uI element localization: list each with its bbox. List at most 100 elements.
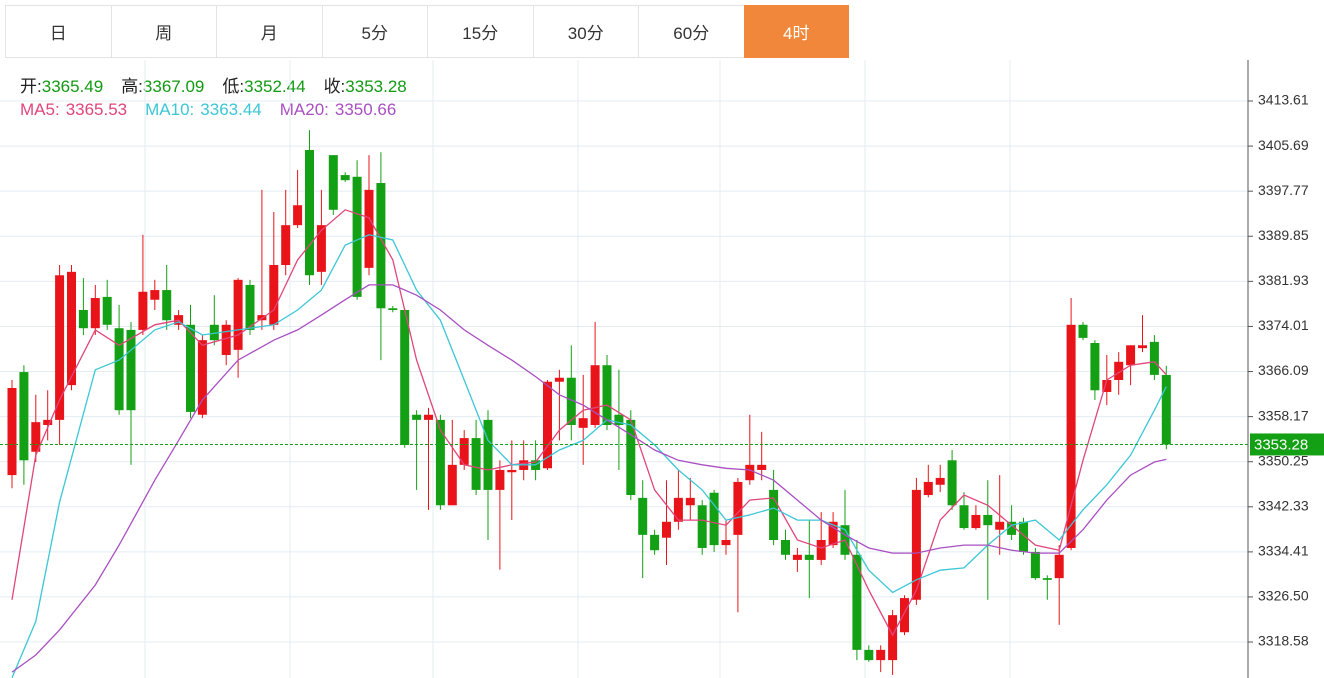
y-tick-label: 3350.25 <box>1258 452 1309 468</box>
candle-body <box>959 505 969 529</box>
candle-body <box>1114 361 1124 381</box>
candle-body <box>792 554 802 560</box>
candle-body <box>995 521 1005 530</box>
candle-body <box>1042 578 1052 580</box>
candle-body <box>495 469 505 490</box>
candle-body <box>852 554 862 650</box>
period-tab[interactable]: 周 <box>110 5 216 58</box>
candle-body <box>447 464 457 506</box>
period-tab[interactable]: 15分 <box>427 5 533 58</box>
candle-body <box>1126 345 1136 366</box>
candle-body <box>935 477 945 485</box>
candle-body <box>19 372 29 461</box>
y-tick-label: 3318.58 <box>1258 633 1309 649</box>
candle-body <box>400 309 410 445</box>
candle-body <box>150 290 160 300</box>
candle-body <box>269 265 279 325</box>
candle-body <box>900 598 909 633</box>
period-tab[interactable]: 30分 <box>532 5 638 58</box>
summary-label: 低: <box>222 77 245 96</box>
candle-body <box>55 275 65 420</box>
candle-body <box>90 298 100 329</box>
candle-body <box>1149 341 1159 375</box>
candle-body <box>745 464 755 481</box>
period-tab[interactable]: 月 <box>216 5 322 58</box>
legend-item: MA5: 3365.53 <box>20 100 127 119</box>
candle-body <box>733 481 743 535</box>
legend-name: MA5: <box>20 100 60 119</box>
candle-body <box>614 414 624 425</box>
ma-line <box>11 284 1167 673</box>
y-tick-label: 3342.33 <box>1258 498 1309 514</box>
candle-body <box>162 290 172 321</box>
candle-body <box>114 328 124 411</box>
candle-body <box>316 225 326 272</box>
candle-body <box>697 505 707 548</box>
y-tick-label: 3381.93 <box>1258 272 1309 288</box>
candle-body <box>888 615 898 661</box>
y-tick-label: 3326.50 <box>1258 588 1309 604</box>
legend-name: MA20: <box>279 100 329 119</box>
candle-body <box>459 438 469 465</box>
candle-body <box>483 419 493 490</box>
y-tick-label: 3366.09 <box>1258 362 1309 378</box>
candle-body <box>781 539 790 555</box>
y-tick-label: 3334.41 <box>1258 543 1309 559</box>
candle-body <box>209 324 219 341</box>
candle-body <box>328 155 338 210</box>
candle-body <box>7 387 17 476</box>
candle-body <box>43 419 53 425</box>
legend-name: MA10: <box>145 100 195 119</box>
ma-legend: MA5: 3365.53 MA10: 3363.44 MA20: 3350.66 <box>20 100 414 120</box>
candle-body <box>340 175 350 181</box>
candle-body <box>376 183 386 309</box>
candle-body <box>221 324 231 355</box>
candle-body <box>864 649 874 661</box>
candle-body <box>126 329 136 411</box>
candle-body <box>804 554 814 560</box>
summary-item: 收:3353.28 <box>324 77 407 96</box>
candle-body <box>543 381 552 469</box>
candle-body <box>293 205 303 226</box>
period-tab[interactable]: 5分 <box>321 5 427 58</box>
y-tick-label: 3397.77 <box>1258 182 1309 198</box>
summary-item: 高:3367.09 <box>121 77 204 96</box>
candle-body <box>435 419 445 506</box>
candle-body <box>1007 521 1017 535</box>
candle-body <box>305 150 314 276</box>
y-tick-label: 3389.85 <box>1258 227 1309 243</box>
candle-body <box>578 418 588 428</box>
candle-body <box>364 189 374 268</box>
candle-body <box>721 539 731 546</box>
candle-body <box>590 365 600 425</box>
legend-item: MA10: 3363.44 <box>145 100 262 119</box>
candle-body <box>971 514 981 529</box>
summary-value: 3353.28 <box>345 77 407 96</box>
candle-body <box>709 492 719 546</box>
summary-value: 3365.49 <box>41 77 104 96</box>
y-tick-label: 3405.69 <box>1258 137 1309 153</box>
candle-body <box>245 284 255 330</box>
candle-body <box>138 291 148 330</box>
candle-body <box>816 539 826 560</box>
candle-body <box>1090 343 1100 391</box>
candle-body <box>602 365 612 425</box>
candle-body <box>1030 551 1040 579</box>
legend-value: 3350.66 <box>334 100 397 119</box>
candle-body <box>983 514 993 526</box>
legend-value: 3365.53 <box>65 100 128 119</box>
summary-label: 高: <box>121 77 143 96</box>
candle-body <box>352 176 362 297</box>
candle-body <box>923 481 933 496</box>
last-price-label: 3353.28 <box>1254 436 1308 453</box>
period-tab[interactable]: 日 <box>5 5 111 58</box>
candle-body <box>281 225 291 266</box>
candle-body <box>31 422 41 452</box>
summary-value: 3367.09 <box>142 77 205 96</box>
summary-label: 收: <box>323 77 346 96</box>
period-tab[interactable]: 60分 <box>638 5 744 58</box>
period-tab[interactable]: 4时 <box>743 5 849 58</box>
candle-body <box>424 414 433 420</box>
candle-body <box>388 308 398 310</box>
candle-body <box>947 460 957 506</box>
